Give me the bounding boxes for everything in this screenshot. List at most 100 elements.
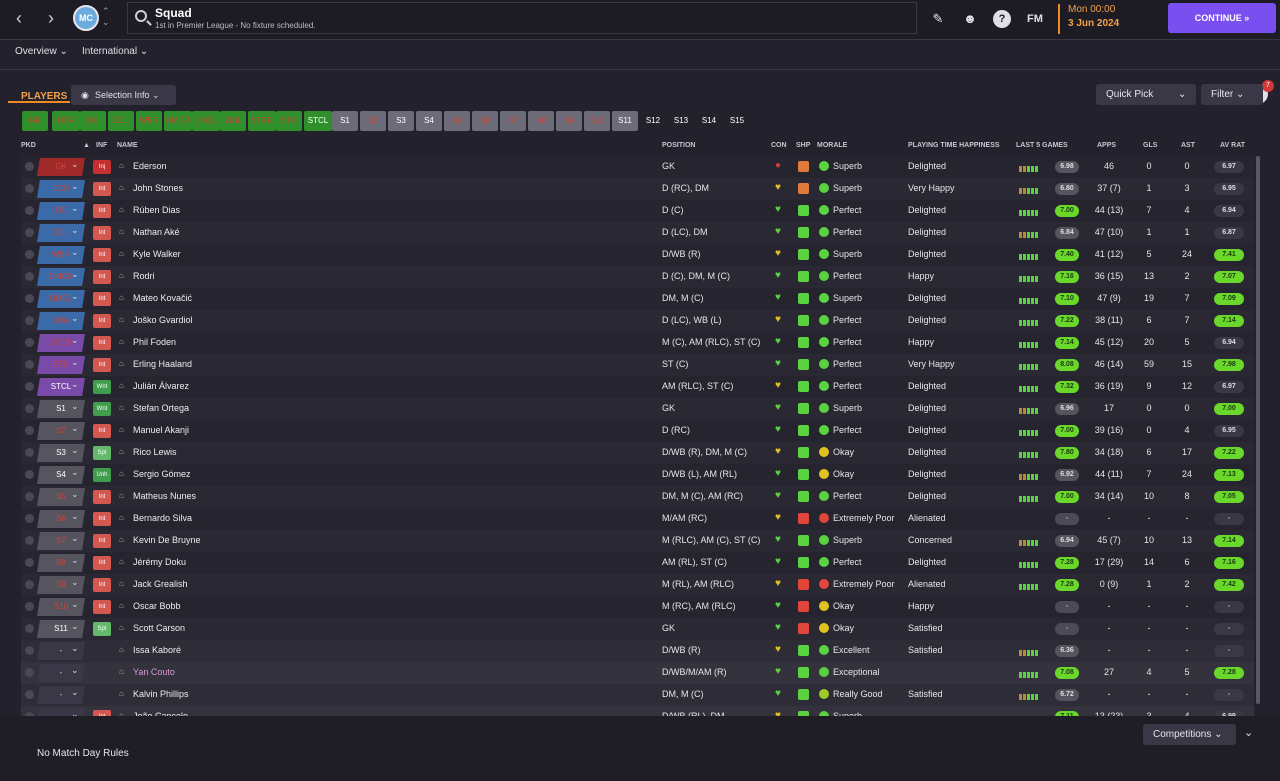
chevron-down-icon[interactable]: ⌄ (71, 357, 79, 367)
player-name[interactable]: Issa Kaboré (133, 645, 182, 655)
slot-wbl[interactable]: WBL (220, 111, 246, 131)
table-row[interactable]: DC ⌄ Int ⌂ Rúben Dias D (C) ♥ Perfect De… (21, 200, 1254, 222)
picked-toggle[interactable] (25, 338, 34, 347)
tab-overview[interactable]: Overview ⌄ (15, 46, 68, 57)
col-gls[interactable]: GLS (1143, 142, 1158, 149)
table-row[interactable]: STC ⌄ Int ⌂ Erling Haaland ST (C) ♥ Perf… (21, 354, 1254, 376)
match-day-rules[interactable]: No Match Day Rules (37, 748, 129, 759)
info-badge[interactable]: Wnt (93, 380, 111, 394)
player-name[interactable]: Ederson (133, 161, 167, 171)
info-badge[interactable]: Int (93, 358, 111, 372)
table-row[interactable]: S10 ⌄ Int ⌂ Oscar Bobb M (RC), AM (RLC) … (21, 596, 1254, 618)
chevron-down-icon[interactable]: ⌄ (71, 709, 79, 716)
slot-s3[interactable]: S3 (388, 111, 414, 131)
player-name[interactable]: Oscar Bobb (133, 601, 181, 611)
chevron-down-icon[interactable]: ⌄ (71, 555, 79, 565)
slot-s1[interactable]: S1 (332, 111, 358, 131)
col-name[interactable]: NAME (117, 142, 138, 149)
table-row[interactable]: S7 ⌄ Int ⌂ Kevin De Bruyne M (RLC), AM (… (21, 530, 1254, 552)
position-selector[interactable]: S10 (37, 598, 85, 616)
table-row[interactable]: S5 ⌄ Int ⌂ Matheus Nunes DM, M (C), AM (… (21, 486, 1254, 508)
position-selector[interactable]: DCL (37, 224, 85, 242)
table-row[interactable]: WBR ⌄ Int ⌂ Kyle Walker D/WB (R) ♥ Super… (21, 244, 1254, 266)
chevron-down-icon[interactable]: ⌄ (71, 225, 79, 235)
table-row[interactable]: S8 ⌄ Int ⌂ Jérémy Doku AM (RL), ST (C) ♥… (21, 552, 1254, 574)
position-selector[interactable]: S3 (37, 444, 85, 462)
position-selector[interactable]: - (37, 642, 85, 660)
table-row[interactable]: DCL ⌄ Int ⌂ Nathan Aké D (LC), DM ♥ Perf… (21, 222, 1254, 244)
position-selector[interactable]: DMCR (37, 268, 85, 286)
player-name[interactable]: Kalvin Phillips (133, 689, 189, 699)
chevron-down-icon[interactable]: ⌄ (71, 159, 79, 169)
slot-dcr[interactable]: DCR (52, 111, 80, 131)
col-shp[interactable]: SHP (796, 142, 811, 149)
position-selector[interactable]: S11 (37, 620, 85, 638)
chevron-down-icon[interactable]: ⌄ (71, 511, 79, 521)
table-row[interactable]: STCL ⌄ Wnt ⌂ Julián Álvarez AM (RLC), ST… (21, 376, 1254, 398)
sort-icon[interactable]: ▲ (83, 142, 90, 149)
slot-s15[interactable]: S15 (729, 116, 745, 125)
col-position[interactable]: POSITION (662, 142, 696, 149)
chevron-down-icon[interactable]: ⌄ (71, 291, 79, 301)
player-name[interactable]: Yan Couto (133, 667, 175, 677)
picked-toggle[interactable] (25, 228, 34, 237)
table-row[interactable]: S1 ⌄ Wnt ⌂ Stefan Ortega GK ♥ Superb Del… (21, 398, 1254, 420)
info-badge[interactable]: Int (93, 182, 111, 196)
chevron-down-icon[interactable]: ⌄ (71, 379, 79, 389)
picked-toggle[interactable] (25, 426, 34, 435)
position-selector[interactable]: WBR (37, 246, 85, 264)
club-switch-icon[interactable]: ⌃ ⌄ (102, 6, 110, 27)
position-selector[interactable]: DC (37, 202, 85, 220)
competitions-button[interactable]: Competitions ⌄ (1143, 724, 1236, 745)
position-selector[interactable]: - (37, 664, 85, 682)
table-row[interactable]: - ⌄ ⌂ Kalvin Phillips DM, M (C) ♥ Really… (21, 684, 1254, 706)
search-bar[interactable]: Squad 1st in Premier League - No fixture… (127, 2, 917, 34)
col-avrat[interactable]: AV RAT (1220, 142, 1246, 149)
picked-toggle[interactable] (25, 360, 34, 369)
info-badge[interactable]: Inj (93, 160, 111, 174)
manager-icon[interactable]: ☻ (963, 11, 977, 26)
slot-dc[interactable]: DC (80, 111, 106, 131)
table-row[interactable]: WBL ⌄ Int ⌂ Joško Gvardiol D (LC), WB (L… (21, 310, 1254, 332)
table-row[interactable]: - ⌄ Int ⌂ João Cancelo D/WB (RL), DM ♥ S… (21, 706, 1254, 716)
player-name[interactable]: John Stones (133, 183, 184, 193)
picked-toggle[interactable] (25, 184, 34, 193)
info-badge[interactable]: Int (93, 424, 111, 438)
chevron-down-icon[interactable]: ⌄ (71, 335, 79, 345)
table-row[interactable]: - ⌄ ⌂ Issa Kaboré D/WB (R) ♥ Excellent S… (21, 640, 1254, 662)
continue-button[interactable]: CONTINUE » (1168, 3, 1276, 33)
slot-s5[interactable]: S5 (444, 111, 470, 131)
info-badge[interactable]: Unh (93, 468, 111, 482)
table-row[interactable]: - ⌄ ⌂ Yan Couto D/WB/M/AM (R) ♥ Exceptio… (21, 662, 1254, 684)
picked-toggle[interactable] (25, 624, 34, 633)
info-badge[interactable]: Spt (93, 446, 111, 460)
fm-menu-button[interactable]: FM (1027, 13, 1043, 25)
chevron-down-icon[interactable]: ⌄ (71, 313, 79, 323)
table-row[interactable]: DMCL ⌄ Int ⌂ Mateo Kovačić DM, M (C) ♥ S… (21, 288, 1254, 310)
info-badge[interactable]: Int (93, 248, 111, 262)
chevron-down-icon[interactable]: ⌄ (71, 577, 79, 587)
player-name[interactable]: Jérémy Doku (133, 557, 187, 567)
player-name[interactable]: Joško Gvardiol (133, 315, 193, 325)
picked-toggle[interactable] (25, 316, 34, 325)
edit-icon[interactable]: ✎ (932, 11, 944, 26)
position-selector[interactable]: DMCL (37, 290, 85, 308)
filter-button[interactable]: Filter ⌄ (1201, 84, 1263, 105)
slot-s4[interactable]: S4 (416, 111, 442, 131)
help-icon[interactable]: ? (993, 10, 1011, 28)
position-selector[interactable]: - (37, 708, 85, 716)
info-badge[interactable]: Int (93, 336, 111, 350)
position-selector[interactable]: WBL (37, 312, 85, 330)
chevron-down-icon[interactable]: ⌄ (71, 533, 79, 543)
picked-toggle[interactable] (25, 250, 34, 259)
col-apps[interactable]: APPS (1097, 142, 1117, 149)
info-badge[interactable]: Wnt (93, 402, 111, 416)
player-name[interactable]: Scott Carson (133, 623, 186, 633)
chevron-down-icon[interactable]: ⌄ (71, 401, 79, 411)
table-row[interactable]: S9 ⌄ Int ⌂ Jack Grealish M (RL), AM (RLC… (21, 574, 1254, 596)
col-ast[interactable]: AST (1181, 142, 1195, 149)
info-badge[interactable]: Int (93, 270, 111, 284)
col-con[interactable]: CON (771, 142, 787, 149)
col-pkd[interactable]: PKD (21, 142, 36, 149)
player-name[interactable]: Rodri (133, 271, 155, 281)
